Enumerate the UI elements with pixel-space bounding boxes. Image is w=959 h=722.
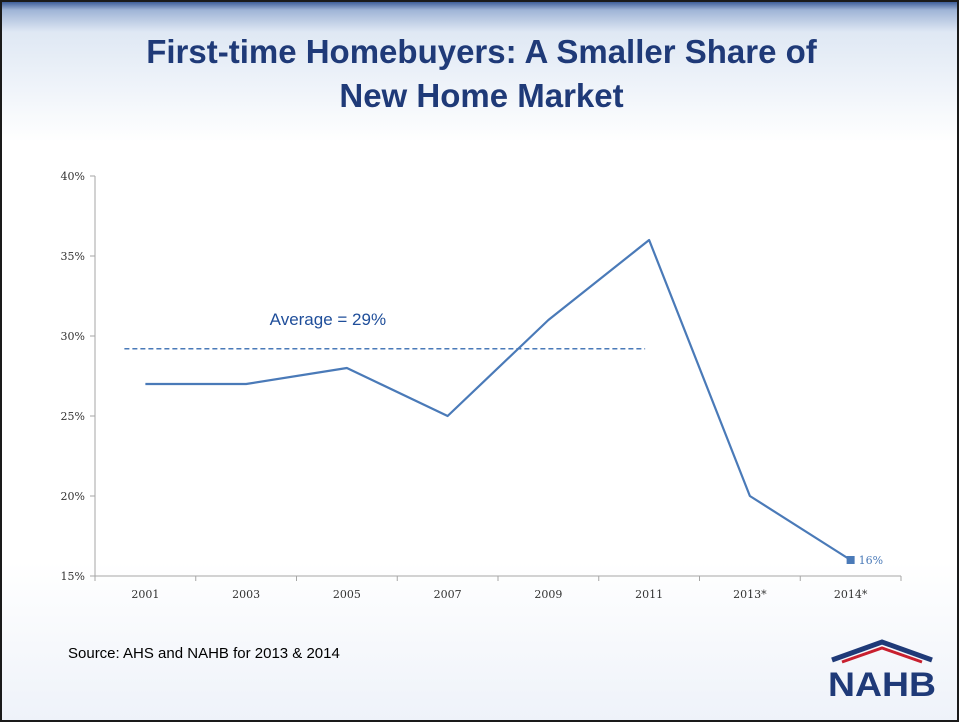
x-tick-label: 2011	[635, 588, 663, 601]
average-label: Average = 29%	[270, 310, 386, 329]
x-tick-label: 2001	[131, 588, 159, 601]
source-note: Source: AHS and NAHB for 2013 & 2014	[68, 645, 340, 662]
x-tick-label: 2007	[434, 588, 462, 601]
title-line-2: New Home Market	[339, 77, 624, 114]
svg-text:NAHB: NAHB	[828, 666, 936, 700]
y-tick-label: 30%	[61, 330, 85, 343]
y-tick-label: 20%	[61, 490, 85, 503]
x-tick-label: 2013*	[733, 588, 767, 601]
y-tick-label: 40%	[61, 170, 85, 183]
y-tick-label: 35%	[61, 250, 85, 263]
nahb-logo: NAHB	[828, 639, 936, 700]
title-line-1: First-time Homebuyers: A Smaller Share o…	[146, 33, 817, 70]
data-label: 16%	[859, 554, 883, 567]
x-tick-label: 2014*	[834, 588, 868, 601]
series-line	[145, 238, 852, 561]
x-tick-label: 2009	[534, 588, 562, 601]
slide-title: First-time Homebuyers: A Smaller Share o…	[2, 30, 957, 118]
y-tick-label: 25%	[61, 410, 85, 423]
x-tick-label: 2005	[333, 588, 361, 601]
y-tick-label: 15%	[61, 570, 85, 583]
x-tick-label: 2003	[232, 588, 260, 601]
data-point-marker	[846, 556, 855, 564]
